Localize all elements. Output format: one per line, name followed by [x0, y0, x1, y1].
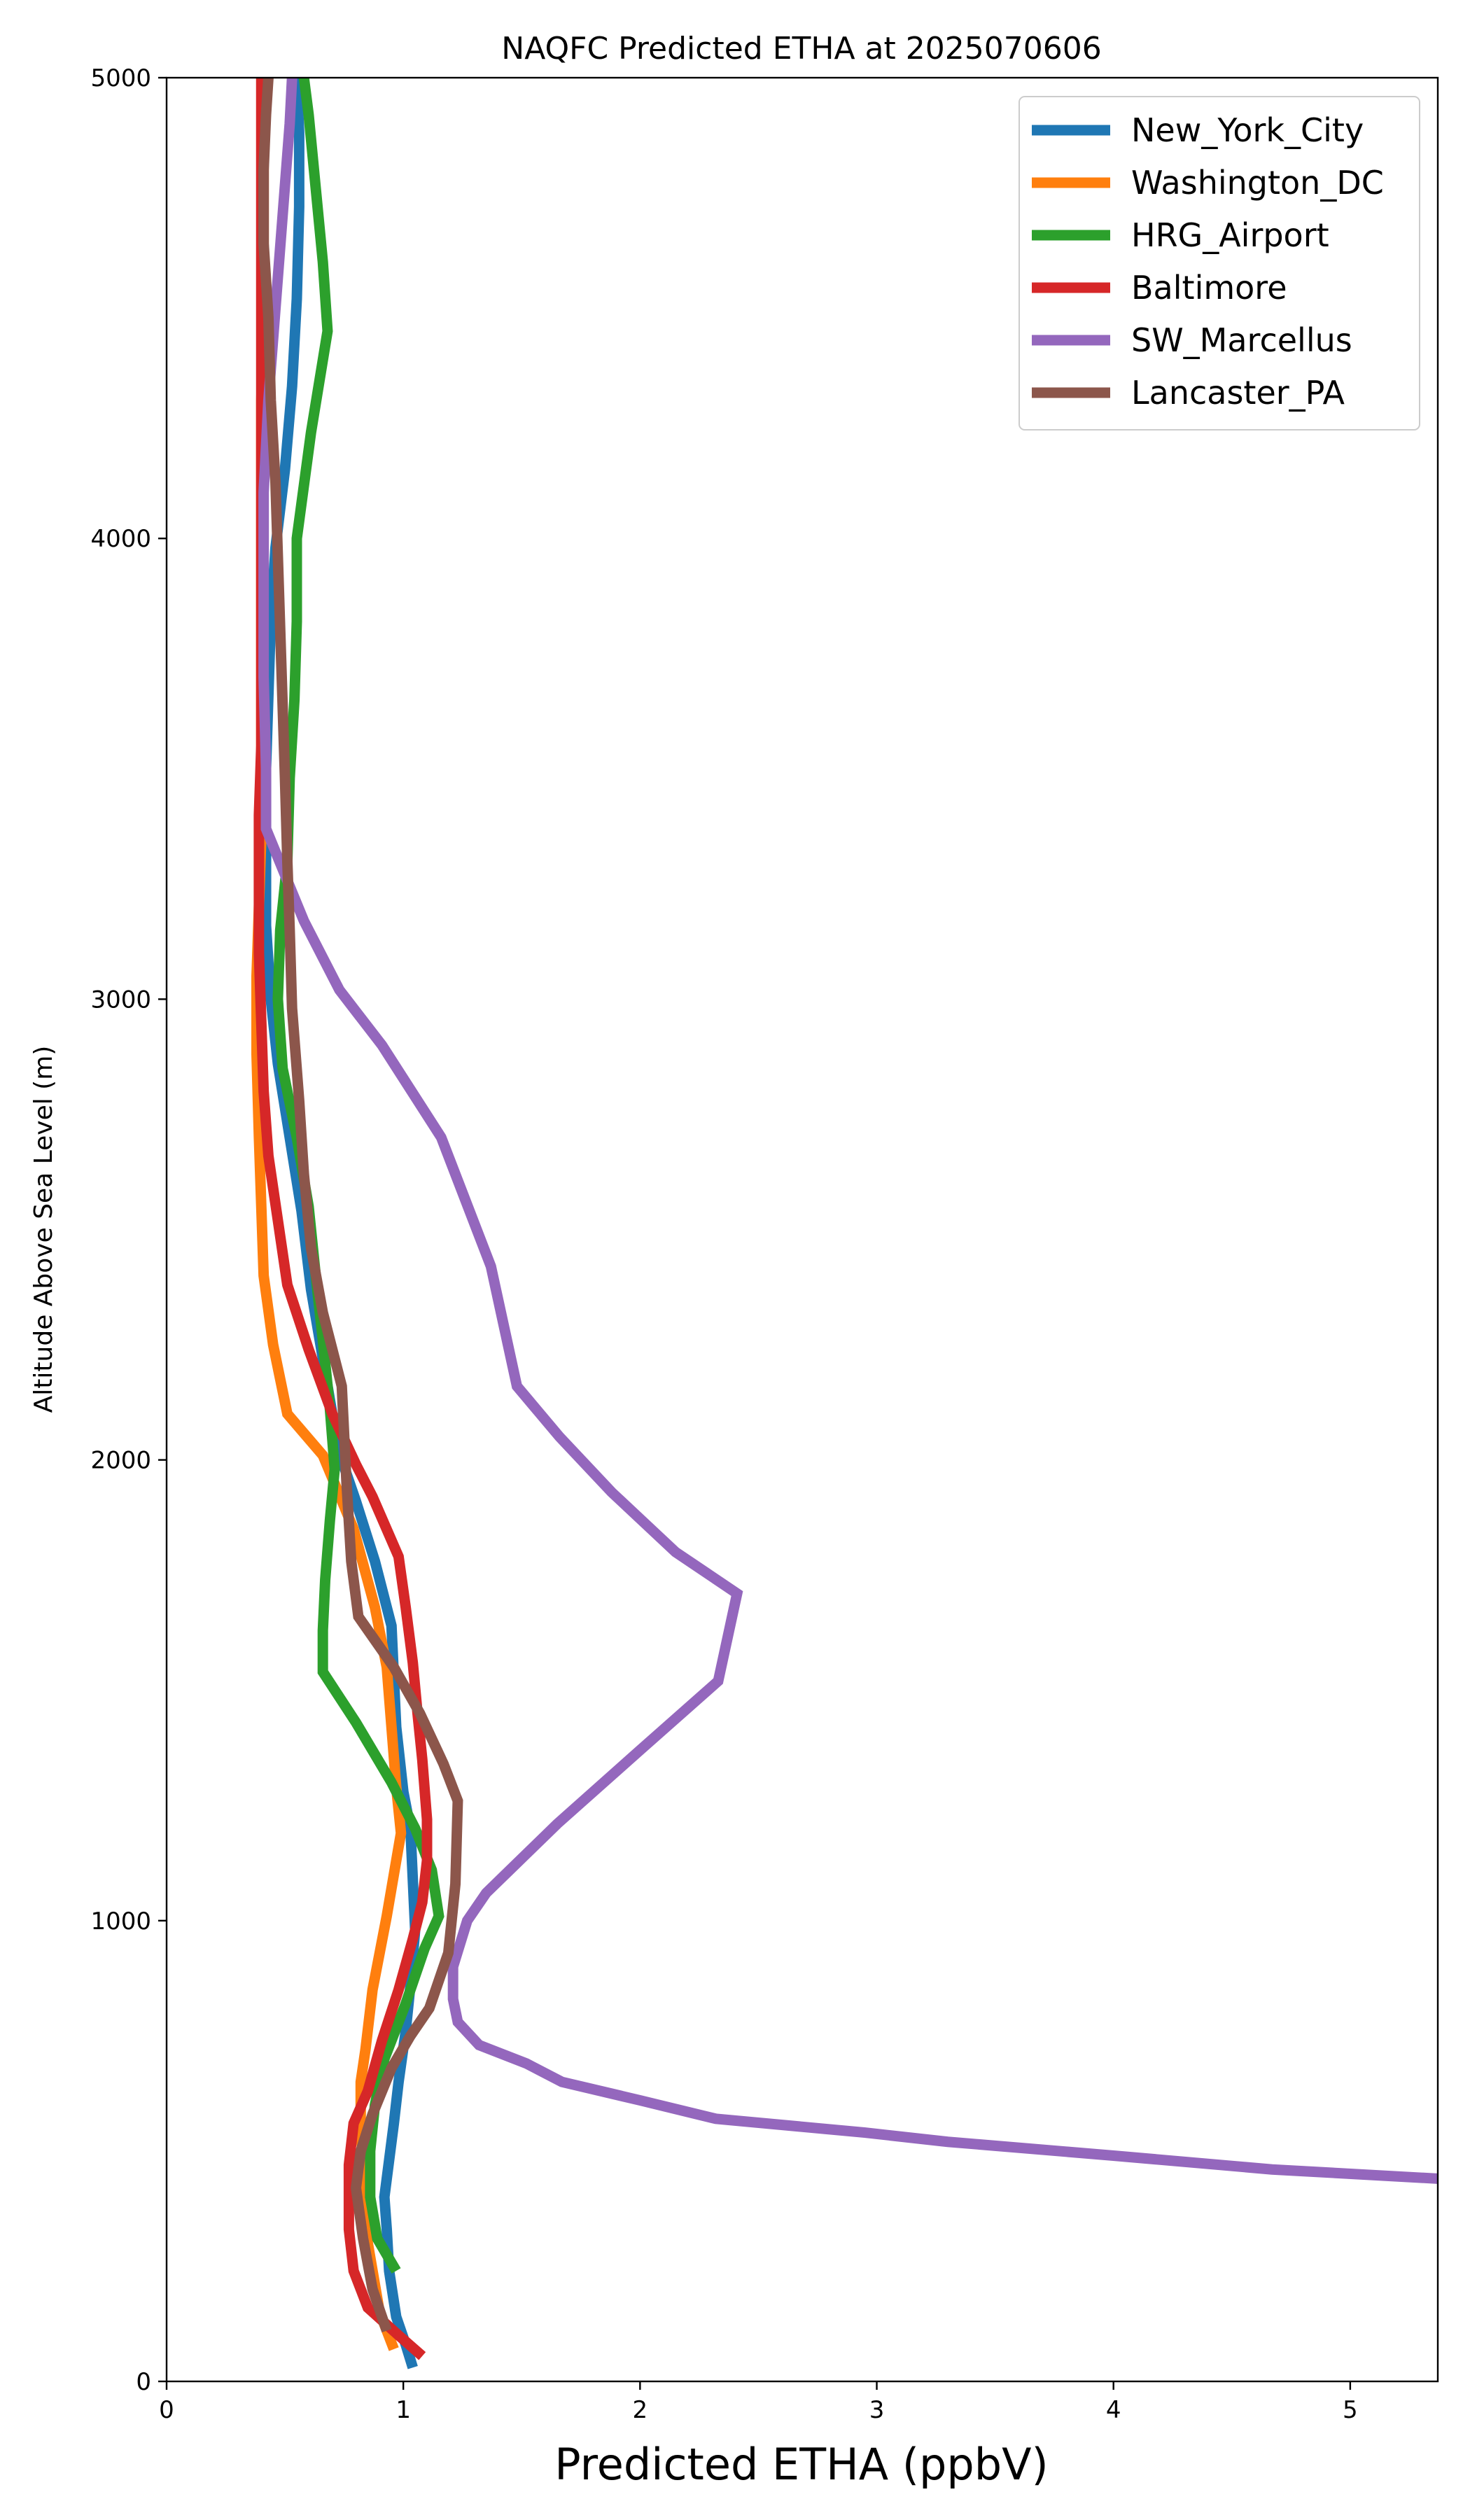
x-axis-label: Predicted ETHA (ppbV)	[554, 2439, 1048, 2490]
y-tick-label: 1000	[90, 1907, 151, 1935]
legend-box	[1018, 96, 1420, 430]
plot-frame	[165, 76, 1439, 2383]
series-line-sw-marcellus	[258, 78, 1438, 2184]
x-tick-label: 3	[869, 2396, 885, 2424]
x-tick-label: 2	[633, 2396, 648, 2424]
y-tick-label: 4000	[90, 525, 151, 553]
y-tick-label: 3000	[90, 986, 151, 1014]
legend-label-baltimore: Baltimore	[1131, 269, 1287, 307]
x-tick-label: 5	[1343, 2396, 1358, 2424]
legend-label-sw-marcellus: SW_Marcellus	[1131, 321, 1352, 359]
x-tick-label: 0	[159, 2396, 174, 2424]
x-tick-label: 4	[1106, 2396, 1121, 2424]
y-tick-label: 5000	[90, 64, 151, 92]
legend-label-washington-dc: Washington_DC	[1131, 164, 1384, 202]
chart-title: NAQFC Predicted ETHA at 2025070606	[501, 31, 1101, 66]
y-ticks: 0 1000 2000 3000 4000 5000	[90, 64, 167, 2396]
x-tick-label: 1	[396, 2396, 411, 2424]
y-tick-label: 0	[136, 2368, 151, 2396]
legend-label-new-york-city: New_York_City	[1131, 111, 1364, 149]
series-line-lancaster-pa	[258, 78, 463, 2333]
legend-label-hrg-airport: HRG_Airport	[1131, 216, 1329, 254]
plot-lines	[251, 78, 1438, 2370]
y-axis-label: Altitude Above Sea Level (m)	[29, 1046, 58, 1413]
x-ticks: 0 1 2 3 4 5	[159, 2381, 1358, 2424]
legend: New_York_City Washington_DC HRG_Airport Bal…	[1018, 96, 1420, 430]
y-tick-label: 2000	[90, 1447, 151, 1475]
legend-label-lancaster-pa: Lancaster_PA	[1131, 374, 1345, 412]
